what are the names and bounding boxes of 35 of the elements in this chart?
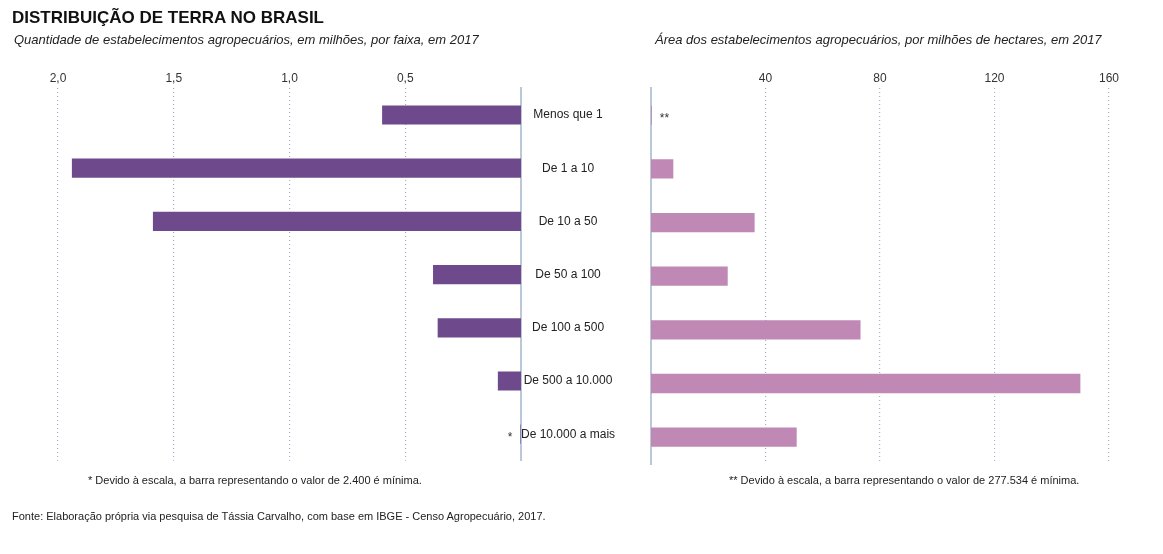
bar <box>152 211 521 231</box>
y-tick-label: De 10 a 50 <box>538 213 598 228</box>
y-tick-label: De 500 a 10.000 <box>523 373 613 388</box>
y-tick-label: De 50 a 100 <box>535 266 602 281</box>
x-tick-label: 80 <box>873 70 887 85</box>
x-tick-label: 120 <box>984 70 1005 85</box>
annotation: * <box>507 429 513 444</box>
x-tick-label: 2,0 <box>49 70 67 85</box>
bar <box>651 427 797 447</box>
x-tick-label: 160 <box>1098 70 1120 85</box>
bar <box>437 318 521 338</box>
bar <box>71 158 521 178</box>
chart-title: DISTRIBUIÇÃO DE TERRA NO BRASIL <box>12 8 324 28</box>
text: * Devido à escala, a barra representando o valor de 2.400 é mínima. <box>87 474 423 486</box>
annotation: ** <box>659 110 670 125</box>
y-tick-label: Menos que 1 <box>533 107 604 122</box>
bar <box>651 373 1081 394</box>
bar <box>651 266 728 286</box>
chart-subtitle: Área dos estabelecimentos agropecuários, por milhões de hectares, em 2017 <box>653 32 1103 49</box>
bar <box>651 212 755 233</box>
x-tick-label: 1,0 <box>281 70 299 85</box>
x-tick-label: 0,5 <box>396 70 414 85</box>
x-tick-label: 40 <box>758 70 773 85</box>
text: ** Devido à escala, a barra representando o valor de 277.534 é mínima. <box>728 474 1081 486</box>
chart-subtitle: Quantidade de estabelecimentos agropecuários, em milhões, por faixa, em 2017 <box>13 32 480 49</box>
y-tick-label: De 1 a 10 <box>542 160 595 175</box>
bar <box>651 320 861 340</box>
bar <box>433 265 521 285</box>
bar <box>382 105 521 125</box>
source-note: Fonte: Elaboração própria via pesquisa de Tássia Carvalho, com base em IBGE - Censo Agropecuário, 2017. <box>11 510 547 522</box>
bar <box>651 159 674 179</box>
y-tick-label: De 100 a 500 <box>532 320 605 335</box>
bar <box>497 371 521 391</box>
x-tick-label: 1,5 <box>165 70 183 85</box>
y-tick-label: De 10.000 a mais <box>521 426 616 441</box>
